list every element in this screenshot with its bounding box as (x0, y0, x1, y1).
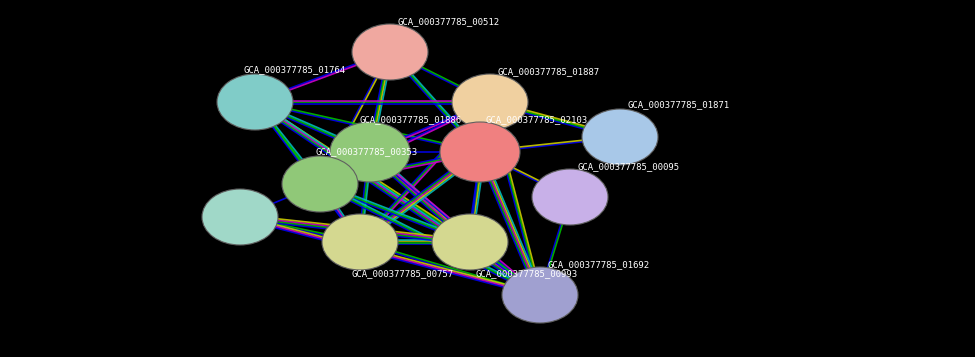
Ellipse shape (532, 169, 608, 225)
Text: GCA_000377785_01886: GCA_000377785_01886 (360, 116, 462, 125)
Ellipse shape (282, 156, 358, 212)
Ellipse shape (217, 74, 293, 130)
Ellipse shape (322, 214, 398, 270)
Ellipse shape (582, 109, 658, 165)
Text: GCA_000377785_01887: GCA_000377785_01887 (498, 67, 601, 76)
Ellipse shape (502, 267, 578, 323)
Ellipse shape (202, 189, 278, 245)
Text: GCA_000377785_01764: GCA_000377785_01764 (243, 65, 345, 75)
Ellipse shape (330, 122, 410, 182)
Text: GCA_000377785_00757: GCA_000377785_00757 (352, 270, 454, 278)
Text: GCA_000377785_00993: GCA_000377785_00993 (475, 270, 577, 278)
Text: GCA_000377785_02103: GCA_000377785_02103 (485, 116, 587, 125)
Ellipse shape (352, 24, 428, 80)
Ellipse shape (452, 74, 528, 130)
Text: GCA_000377785_01871: GCA_000377785_01871 (628, 101, 730, 110)
Text: GCA_000377785_00353: GCA_000377785_00353 (315, 147, 417, 156)
Text: GCA_000377785_00095: GCA_000377785_00095 (578, 162, 681, 171)
Ellipse shape (440, 122, 520, 182)
Text: GCA_000377785_01692: GCA_000377785_01692 (548, 261, 650, 270)
Ellipse shape (432, 214, 508, 270)
Text: GCA_000377785_00512: GCA_000377785_00512 (398, 17, 500, 26)
